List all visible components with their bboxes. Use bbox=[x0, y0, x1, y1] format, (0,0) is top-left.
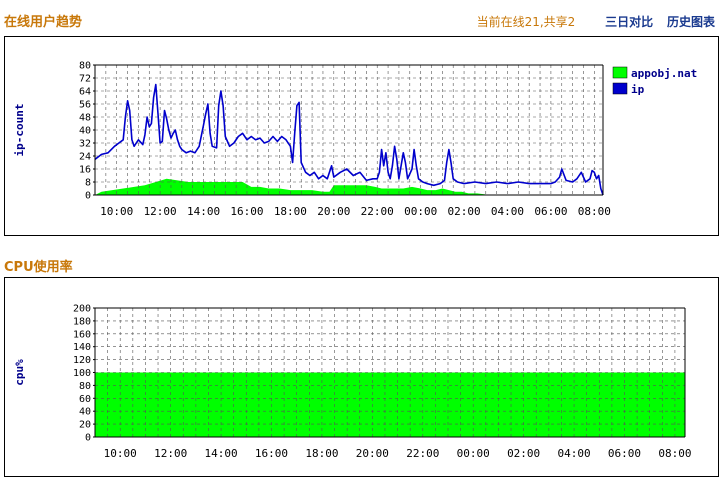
y-tick-label: 48 bbox=[79, 113, 91, 124]
x-tick-label: 22:00 bbox=[361, 205, 394, 218]
x-tick-label: 18:00 bbox=[305, 447, 338, 460]
x-tick-label: 12:00 bbox=[144, 205, 177, 218]
x-tick-label: 10:00 bbox=[104, 447, 137, 460]
y-tick-label: 32 bbox=[79, 139, 91, 150]
x-tick-label: 16:00 bbox=[255, 447, 288, 460]
x-tick-label: 06:00 bbox=[534, 205, 567, 218]
x-tick-label: 02:00 bbox=[447, 205, 480, 218]
x-tick-label: 22:00 bbox=[406, 447, 439, 460]
cpu-usage-title: CPU使用率 bbox=[4, 260, 73, 275]
x-tick-label: 08:00 bbox=[578, 205, 611, 218]
y-tick-label: 140 bbox=[73, 342, 91, 353]
cpu-chart-panel: 0 20 40 60 80 100 120 140 160 180 200 10:00 12:00 14:… bbox=[4, 277, 719, 477]
legend-label: appobj.nat bbox=[631, 67, 697, 80]
x-tick-label: 10:00 bbox=[100, 205, 133, 218]
online-users-trend-title: 在线用户趋势 bbox=[4, 15, 83, 30]
y-tick-label: 160 bbox=[73, 329, 91, 340]
y-tick-label: 24 bbox=[79, 152, 91, 163]
y-tick-label: 200 bbox=[73, 304, 91, 315]
series-area-cpu bbox=[95, 372, 685, 437]
y-tick-label: 80 bbox=[79, 61, 91, 72]
x-tick-label: 04:00 bbox=[491, 205, 524, 218]
y-tick-label: 0 bbox=[85, 433, 91, 444]
legend-label: ip bbox=[631, 83, 645, 96]
x-tick-label: 02:00 bbox=[507, 447, 540, 460]
ip-count-chart-panel: 0 8 16 24 32 40 48 56 64 72 80 10:00 12:00 14:00 16:00… bbox=[4, 36, 719, 236]
trend-header-links: 当前在线21,共享2 三日对比 历史图表 bbox=[477, 13, 715, 30]
x-tick-label: 20:00 bbox=[317, 205, 350, 218]
x-tick-label: 06:00 bbox=[608, 447, 641, 460]
x-tick-label: 14:00 bbox=[187, 205, 220, 218]
x-tick-label: 04:00 bbox=[557, 447, 590, 460]
y-axis-label: cpu% bbox=[13, 359, 26, 386]
y-tick-label: 0 bbox=[85, 191, 91, 202]
legend-swatch-appobj-nat bbox=[612, 66, 628, 79]
x-tick-label: 00:00 bbox=[457, 447, 490, 460]
legend-swatch-ip bbox=[612, 82, 628, 95]
x-tick-label: 12:00 bbox=[154, 447, 187, 460]
x-tick-label: 18:00 bbox=[274, 205, 307, 218]
ip-count-chart: 0 8 16 24 32 40 48 56 64 72 80 10:00 12:00 14:00 16:00… bbox=[13, 61, 697, 219]
y-axis-label: ip-count bbox=[13, 104, 26, 157]
y-tick-label: 60 bbox=[79, 394, 91, 405]
y-tick-label: 40 bbox=[79, 126, 91, 137]
x-tick-label: 16:00 bbox=[230, 205, 263, 218]
y-tick-label: 180 bbox=[73, 316, 91, 327]
series-area-appobj-nat bbox=[95, 178, 603, 195]
x-tick-label: 20:00 bbox=[356, 447, 389, 460]
y-tick-label: 120 bbox=[73, 355, 91, 366]
y-tick-label: 56 bbox=[79, 100, 91, 111]
series-line-ip bbox=[94, 83, 604, 196]
y-tick-label: 16 bbox=[79, 165, 91, 176]
x-tick-label: 14:00 bbox=[205, 447, 238, 460]
y-tick-label: 40 bbox=[79, 407, 91, 418]
y-tick-label: 8 bbox=[85, 178, 91, 189]
x-tick-label: 08:00 bbox=[658, 447, 691, 460]
y-tick-label: 80 bbox=[79, 381, 91, 392]
y-tick-label: 72 bbox=[79, 74, 91, 85]
x-tick-label: 00:00 bbox=[404, 205, 437, 218]
online-count-text: 当前在线21,共享2 bbox=[476, 15, 576, 29]
history-chart-link[interactable]: 历史图表 bbox=[666, 15, 715, 29]
three-day-compare-link[interactable]: 三日对比 bbox=[605, 15, 654, 29]
y-tick-label: 100 bbox=[73, 368, 91, 379]
y-tick-label: 64 bbox=[79, 87, 91, 98]
y-tick-label: 20 bbox=[79, 420, 91, 431]
